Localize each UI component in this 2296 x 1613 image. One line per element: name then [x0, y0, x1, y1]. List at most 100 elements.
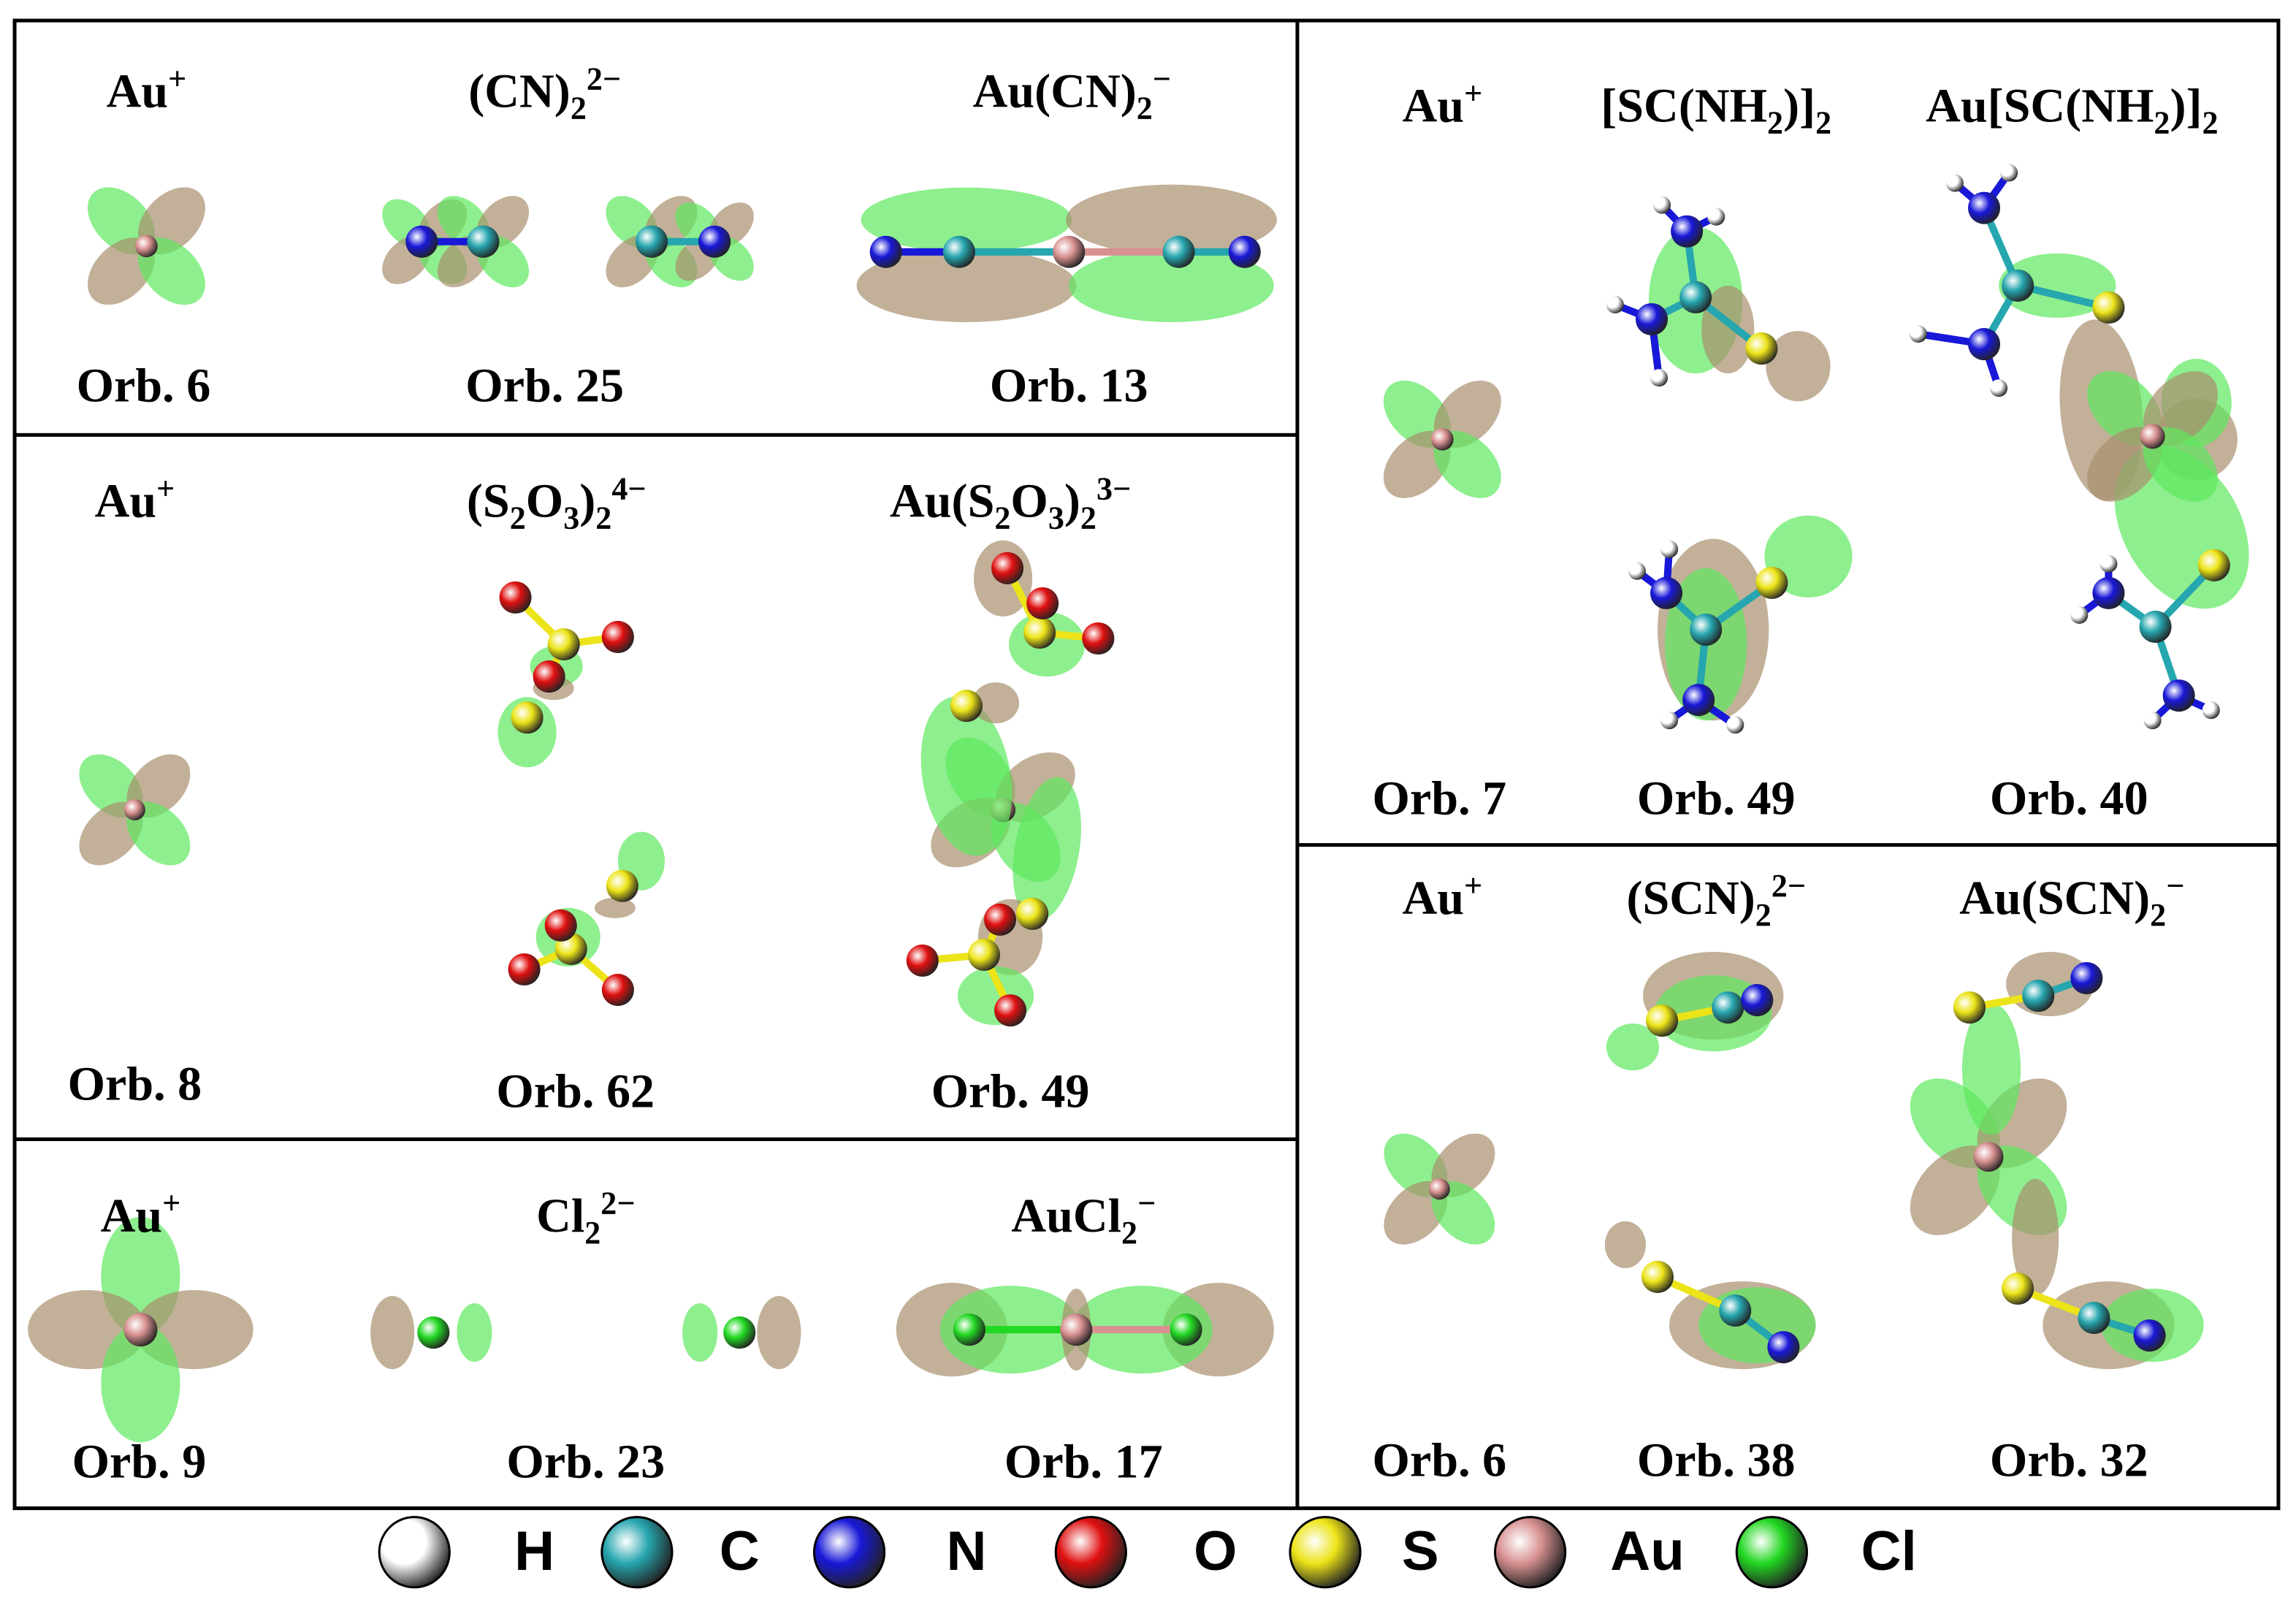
- species-part: Au: [101, 1189, 163, 1243]
- atom: [2140, 424, 2165, 449]
- atom: [544, 909, 577, 942]
- atom: [499, 581, 532, 614]
- species-part: 2: [1815, 104, 1831, 140]
- species-label: Au+: [101, 1186, 181, 1243]
- atom: [1755, 566, 1788, 599]
- orbital-label: Orb. 32: [1990, 1434, 2148, 1487]
- species-part: +: [168, 61, 186, 96]
- atom: [508, 953, 541, 986]
- orbital-lobe: [88, 237, 155, 305]
- atom: [511, 701, 544, 734]
- atom: [2133, 1319, 2166, 1352]
- atom: [135, 234, 158, 258]
- legend-label: H: [514, 1520, 554, 1582]
- frames: [12, 18, 2281, 1511]
- species-label: Au+: [107, 61, 187, 118]
- legend-label: N: [946, 1520, 986, 1582]
- orbital-lobe: [972, 682, 1020, 724]
- orbital-lobe: [1383, 380, 1451, 448]
- atom: [2078, 1302, 2110, 1335]
- species-label: (CN)22−: [468, 61, 621, 126]
- legend: H C N O S Au Cl: [378, 1516, 1917, 1589]
- legend-swatch: [1054, 1516, 1127, 1589]
- species-part: 2−: [600, 1186, 635, 1221]
- orbital-label: Orb. 13: [990, 359, 1148, 412]
- species-part: O: [1010, 475, 1048, 528]
- legend-swatch: [1289, 1516, 1362, 1589]
- orbital-lobe: [1069, 248, 1274, 323]
- atom: [1228, 235, 1261, 268]
- species-part: (SCN): [1626, 872, 1755, 925]
- atom: [1968, 191, 2001, 224]
- atom: [906, 944, 939, 977]
- atom: [1162, 235, 1195, 268]
- orbital-lobe: [1431, 1181, 1495, 1245]
- species-part: Au: [1403, 79, 1465, 132]
- species-part: 2: [1137, 90, 1153, 126]
- orbital-lobe: [2012, 1178, 2059, 1296]
- atom: [991, 552, 1024, 584]
- species-label: (SCN)22−: [1626, 868, 1806, 933]
- species-part: Au: [107, 64, 169, 118]
- species-label: (S2O3)24−: [467, 471, 647, 536]
- orbital-label: Orb. 7: [1373, 772, 1507, 825]
- atom: [1016, 897, 1049, 930]
- atom: [2002, 1272, 2034, 1305]
- legend-label: Au: [1610, 1520, 1685, 1582]
- atom: [2197, 549, 2230, 581]
- atom: [1023, 616, 1056, 649]
- atom: [123, 1313, 158, 1347]
- species-part: 2: [994, 500, 1010, 536]
- legend-swatch: [378, 1516, 451, 1589]
- orbital-lobe: [682, 1303, 718, 1362]
- orbital-lobe: [137, 187, 205, 255]
- orbital-lobe: [1384, 1133, 1448, 1197]
- species-part: 2: [2154, 104, 2170, 140]
- atom: [2002, 269, 2034, 302]
- species-part: 2: [1755, 897, 1771, 933]
- atom: [601, 620, 634, 654]
- orbital-lobe: [370, 1295, 415, 1370]
- atom: [1053, 235, 1086, 268]
- atom: [1650, 576, 1683, 609]
- orbital-lobe: [1012, 777, 1081, 922]
- atom: [1641, 1260, 1674, 1293]
- atom: [533, 660, 565, 693]
- atom: [2092, 291, 2125, 324]
- atom: [1646, 1004, 1679, 1037]
- atom: [1660, 540, 1679, 558]
- atom: [1707, 207, 1725, 226]
- atom: [2139, 610, 2172, 644]
- atom: [2070, 606, 2089, 624]
- atom: [994, 994, 1027, 1027]
- species-label: Au+: [1403, 75, 1483, 132]
- species-part: −: [2166, 868, 2184, 904]
- species-part: 2−: [587, 61, 621, 96]
- species-part: 2: [1080, 500, 1096, 536]
- species-part: 2: [2150, 897, 2166, 933]
- atom: [1431, 428, 1454, 451]
- orbital-label: Orb. 6: [1373, 1434, 1507, 1487]
- atom: [635, 225, 668, 258]
- atom: [606, 869, 638, 902]
- atom: [1660, 712, 1679, 730]
- orbital-lobe: [1766, 331, 1831, 402]
- species-part: Cl: [536, 1189, 584, 1243]
- atom: [967, 938, 1001, 972]
- orbital-lobe: [856, 248, 1077, 323]
- atom: [1712, 991, 1744, 1024]
- atom: [1953, 991, 1986, 1024]
- species-part: 2: [510, 500, 526, 536]
- orbital-label: Orb. 38: [1637, 1434, 1796, 1487]
- species-label: Au(S2O3)23−: [890, 471, 1131, 536]
- orbital-lobe: [594, 897, 636, 918]
- atom: [984, 903, 1017, 936]
- atom: [2022, 980, 2055, 1013]
- atom: [1719, 1294, 1752, 1327]
- species-part: 3−: [1096, 471, 1131, 507]
- legend-label: S: [1402, 1520, 1439, 1582]
- atom: [2099, 554, 2118, 573]
- species-label: Au+: [1403, 868, 1483, 925]
- species-part: Au: [1403, 872, 1465, 925]
